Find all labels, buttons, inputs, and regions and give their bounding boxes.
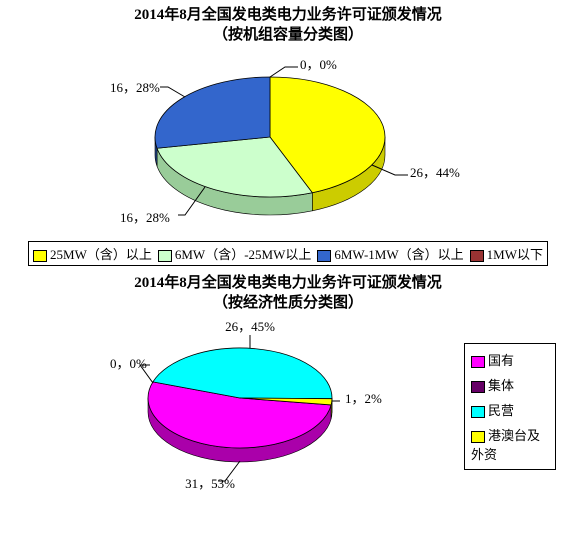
- chart2-area: 2014年8月全国发电类电力业务许可证颁发情况 （按经济性质分类图） 31，53…: [0, 268, 576, 536]
- svg-text:16，28%: 16，28%: [110, 80, 160, 95]
- swatch-icon: [471, 406, 485, 418]
- chart2-title: 2014年8月全国发电类电力业务许可证颁发情况 （按经济性质分类图）: [0, 268, 576, 313]
- chart2-title-line1: 2014年8月全国发电类电力业务许可证颁发情况: [134, 275, 442, 291]
- legend-item: 民营: [471, 400, 549, 419]
- chart1-title-line1: 2014年8月全国发电类电力业务许可证颁发情况: [134, 7, 442, 23]
- chart2-title-line2: （按经济性质分类图）: [213, 295, 363, 311]
- swatch-icon: [317, 250, 331, 262]
- svg-text:26，45%: 26，45%: [225, 319, 275, 334]
- legend-item: 1MW以下: [470, 244, 543, 263]
- chart2-legend: 国有 集体 民营 港澳台及 外资: [464, 343, 556, 470]
- legend-item: 国有: [471, 350, 549, 369]
- swatch-icon: [471, 431, 485, 443]
- chart1-pie: 0，0% 26，44% 16，28% 16，28%: [0, 47, 576, 237]
- svg-text:0，0%: 0，0%: [300, 57, 337, 72]
- swatch-icon: [470, 250, 484, 262]
- svg-text:31，53%: 31，53%: [185, 476, 235, 491]
- svg-text:26，44%: 26，44%: [410, 165, 460, 180]
- legend-item: 25MW（含）以上: [33, 244, 152, 263]
- svg-text:16，28%: 16，28%: [120, 210, 170, 225]
- swatch-icon: [33, 250, 47, 262]
- chart1-title: 2014年8月全国发电类电力业务许可证颁发情况 （按机组容量分类图）: [0, 0, 576, 45]
- svg-text:0，0%: 0，0%: [110, 356, 147, 371]
- chart1-title-line2: （按机组容量分类图）: [213, 27, 363, 43]
- legend-item: 6MW（含）-25MW以上: [158, 244, 312, 263]
- svg-text:1，2%: 1，2%: [345, 391, 382, 406]
- swatch-icon: [158, 250, 172, 262]
- swatch-icon: [471, 381, 485, 393]
- chart1-area: 2014年8月全国发电类电力业务许可证颁发情况 （按机组容量分类图） 0，0% 2…: [0, 0, 576, 268]
- legend-item: 6MW-1MW（含）以上: [317, 244, 463, 263]
- legend-item: 集体: [471, 375, 549, 394]
- chart1-legend: 25MW（含）以上 6MW（含）-25MW以上 6MW-1MW（含）以上 1MW…: [28, 241, 548, 266]
- swatch-icon: [471, 356, 485, 368]
- legend-item: 港澳台及 外资: [471, 425, 549, 463]
